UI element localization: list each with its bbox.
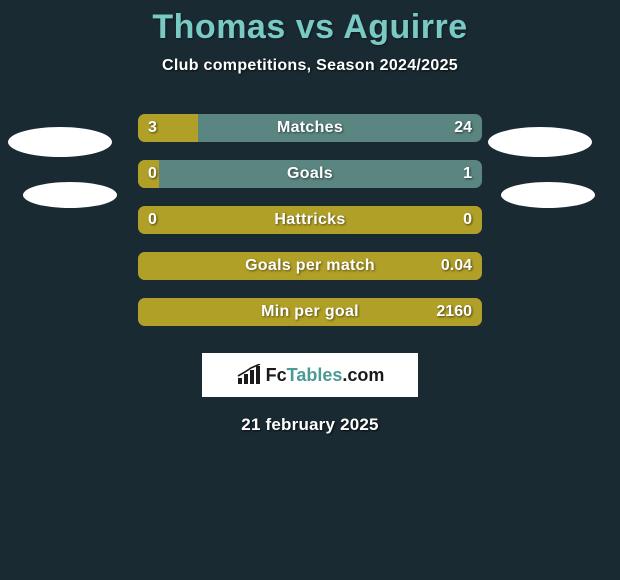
stats-stage: Matches 3 24 Goals 0 1 Hattricks 0 0 G xyxy=(0,105,620,435)
stat-row: Goals 0 1 xyxy=(0,151,620,197)
stat-value-right: 2160 xyxy=(436,298,472,326)
stat-value-right: 0 xyxy=(463,206,472,234)
bar-chart-icon xyxy=(236,364,262,386)
brand-text-main: Tables xyxy=(287,365,343,385)
stat-value-right: 24 xyxy=(454,114,472,142)
stat-bar: Hattricks xyxy=(138,206,482,234)
stat-row: Min per goal 2160 xyxy=(0,289,620,335)
brand-text: FcTables.com xyxy=(266,365,385,386)
brand-text-pre: Fc xyxy=(266,365,287,385)
stat-bar: Goals per match xyxy=(138,252,482,280)
brand-text-suffix: .com xyxy=(342,365,384,385)
stat-label: Hattricks xyxy=(138,206,482,234)
stat-bar: Min per goal xyxy=(138,298,482,326)
stat-bar: Matches xyxy=(138,114,482,142)
brand-logo[interactable]: FcTables.com xyxy=(202,353,418,397)
stat-row: Goals per match 0.04 xyxy=(0,243,620,289)
comparison-widget: Thomas vs Aguirre Club competitions, Sea… xyxy=(0,0,620,580)
page-title: Thomas vs Aguirre xyxy=(0,0,620,47)
stat-value-left: 0 xyxy=(148,206,157,234)
stat-value-right: 1 xyxy=(463,160,472,188)
stat-value-right: 0.04 xyxy=(441,252,472,280)
stat-label: Goals xyxy=(138,160,482,188)
stat-label: Goals per match xyxy=(138,252,482,280)
brand-logo-inner: FcTables.com xyxy=(236,364,385,386)
stat-bar: Goals xyxy=(138,160,482,188)
date-text: 21 february 2025 xyxy=(0,415,620,435)
stat-row: Matches 3 24 xyxy=(0,105,620,151)
stat-value-left: 0 xyxy=(148,160,157,188)
stat-label: Matches xyxy=(138,114,482,142)
stat-label: Min per goal xyxy=(138,298,482,326)
subtitle: Club competitions, Season 2024/2025 xyxy=(0,57,620,75)
stat-value-left: 3 xyxy=(148,114,157,142)
stat-row: Hattricks 0 0 xyxy=(0,197,620,243)
